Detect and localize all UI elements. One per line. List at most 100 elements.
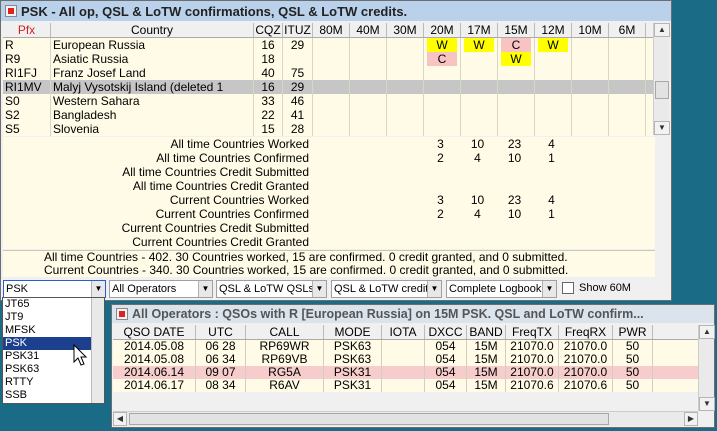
mode-option[interactable]: JT9 [5,311,24,323]
header-band[interactable]: 10M [572,23,609,37]
table-row[interactable]: R9 Asiatic Russia 18 C W [3,52,653,66]
scroll-right-icon[interactable]: ▶ [684,412,698,426]
qso-header[interactable]: BAND [467,325,506,339]
header-band[interactable]: 20M [424,23,461,37]
qso-cell [382,340,425,353]
qso-grid-scrollbar[interactable]: ▲ ▼ [698,325,715,411]
hscroll-thumb[interactable] [129,413,609,425]
mode-option[interactable]: PSK63 [5,363,40,375]
band-status: W [538,38,568,52]
qso-cell: 054 [425,366,467,379]
header-band[interactable]: 30M [387,23,424,37]
qso-cell: PSK63 [324,340,382,353]
credit-type-select[interactable]: QSL & LoTW credits ▼ [331,280,442,298]
header-band[interactable]: 6M [609,23,646,37]
qsl-type-select[interactable]: QSL & LoTW QSLs ▼ [216,280,327,298]
qso-row[interactable]: 2014.05.08 06 28 RP69WR PSK63 054 15M 21070.0 2… [113,340,698,353]
cell-band [609,94,646,108]
qso-row[interactable]: 2014.06.17 08 34 R6AV PSK31 054 15M 21070.6 210… [113,379,698,392]
qso-header[interactable]: QSO DATE [113,325,196,339]
qso-header[interactable]: CALL [246,325,324,339]
cell-cqz: 18 [254,52,283,66]
summary-row: Current Countries Worked 3 10 23 4 [3,193,655,207]
scroll-up-icon[interactable]: ▲ [699,325,715,339]
chevron-down-icon[interactable]: ▼ [427,281,441,297]
mode-dropdown-list[interactable]: JT65 JT9 MFSK PSK PSK31 PSK63 RTTY SSB [2,297,105,404]
qso-row[interactable]: 2014.06.14 09 07 RG5A PSK31 054 15M 21070.0 210… [113,366,698,379]
qso-row[interactable]: 2014.05.08 06 34 RP69VB PSK63 054 15M 21070.0 2… [113,353,698,366]
scroll-down-icon[interactable]: ▼ [699,397,715,411]
qso-cell: 21070.0 [559,353,613,366]
logbook-select[interactable]: Complete Logbook ▼ [446,280,557,298]
mode-select[interactable]: PSK ▼ [3,280,106,298]
header-band[interactable]: 40M [350,23,387,37]
summary-value: 2 [437,207,444,221]
table-row[interactable]: R European Russia 16 29 W W C W [3,38,653,52]
checkbox-box[interactable] [562,282,574,294]
table-row[interactable]: RI1FJ Franz Josef Land 40 75 [3,66,653,80]
chevron-down-icon[interactable]: ▼ [198,281,212,297]
dropdown-scrollbar[interactable] [91,298,104,403]
table-row[interactable]: S5 Slovenia 15 28 [3,122,653,136]
qso-header[interactable]: UTC [196,325,246,339]
cell-band [572,94,609,108]
header-band[interactable]: 12M [535,23,572,37]
summary-label: Current Countries Credit Submitted [121,221,309,235]
mode-option[interactable]: SSB [5,389,28,401]
summary-row: Current Countries Credit Granted [3,235,655,249]
mode-option[interactable]: PSK [3,337,104,350]
cell-band [461,108,498,122]
qso-header[interactable]: PWR [613,325,653,339]
scroll-down-icon[interactable]: ▼ [654,121,670,135]
chevron-down-icon[interactable]: ▼ [542,281,556,297]
sub-title-bar[interactable]: All Operators : QSOs with R [European Ru… [112,305,714,323]
header-band[interactable]: 15M [498,23,535,37]
qso-header[interactable]: IOTA [382,325,425,339]
cell-band [350,108,387,122]
operators-select[interactable]: All Operators ▼ [109,280,213,298]
header-band[interactable]: 17M [461,23,498,37]
table-row[interactable]: RI1MV Malyj Vysotskij Island (deleted 1 16… [3,80,653,94]
cell-pfx: S2 [3,108,51,122]
qso-cell: PSK63 [324,353,382,366]
summary-value: 10 [507,207,522,221]
main-title-bar[interactable]: PSK - All op, QSL & LoTW confirmations, … [1,1,671,21]
mode-option[interactable]: PSK31 [5,350,40,362]
chevron-down-icon[interactable]: ▼ [312,281,326,297]
header-country[interactable]: Country [51,23,254,37]
summary-label: Current Countries Credit Granted [132,235,309,249]
table-row[interactable]: S0 Western Sahara 33 46 [3,94,653,108]
summary-row: Current Countries Confirmed 2 4 10 1 [3,207,655,221]
mode-option[interactable]: MFSK [5,324,36,336]
cell-band [313,66,350,80]
scroll-thumb[interactable] [655,81,669,99]
qso-cell: PSK31 [324,366,382,379]
qso-header[interactable]: FreqTX [506,325,559,339]
summary-spacer [311,207,422,221]
header-cqz[interactable]: CQZ [254,23,283,37]
qso-header[interactable]: DXCC [425,325,467,339]
show-60m-checkbox[interactable]: Show 60M [562,282,631,294]
header-ituz[interactable]: ITUZ [283,23,313,37]
mode-option[interactable]: JT65 [5,298,30,310]
scroll-up-icon[interactable]: ▲ [654,23,670,37]
cell-cqz: 33 [254,94,283,108]
qso-grid-header: QSO DATE UTC CALL MODE IOTA DXCC BAND FreqTX Fre… [113,325,698,340]
qso-grid-hscrollbar[interactable]: ◀ ▶ [113,411,698,426]
qso-header[interactable]: FreqRX [559,325,613,339]
table-row[interactable]: S2 Bangladesh 22 41 [3,108,653,122]
cell-band [498,122,535,136]
scroll-left-icon[interactable]: ◀ [113,412,127,426]
chevron-down-icon[interactable]: ▼ [91,281,105,297]
mode-option[interactable]: RTTY [5,376,34,388]
cell-band [387,108,424,122]
cell-band: W [424,38,461,52]
award-summary-window: PSK - All op, QSL & LoTW confirmations, … [0,0,672,301]
summary-row: All time Countries Credit Granted [3,179,655,193]
qso-cell: 15M [467,379,506,392]
header-band[interactable]: 80M [313,23,350,37]
header-pfx[interactable]: Pfx [3,23,51,37]
qso-header[interactable]: MODE [324,325,382,339]
summary-spacer [311,165,422,179]
country-grid-scrollbar[interactable]: ▲ ▼ [653,23,670,135]
